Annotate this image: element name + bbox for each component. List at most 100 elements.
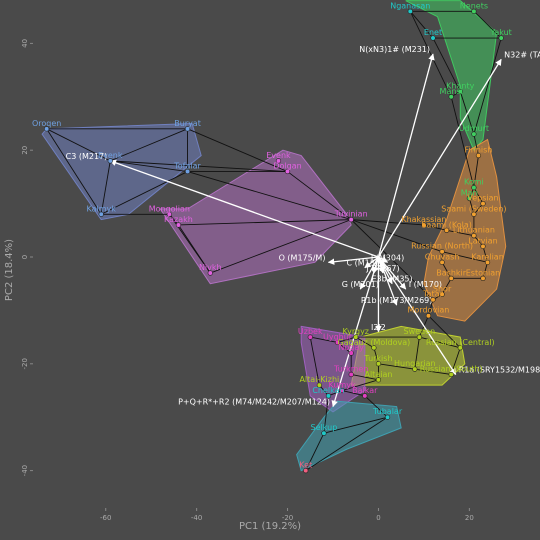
data-point — [303, 468, 309, 474]
network-edge — [110, 128, 188, 162]
network-edge — [351, 219, 443, 253]
point-label: Hungarian — [394, 359, 436, 368]
arrow-label: R1b (M173/M269) — [361, 296, 433, 305]
point-label: Balkar — [352, 386, 378, 395]
arrow-label: E — [371, 264, 376, 273]
data-point — [107, 158, 113, 164]
data-point — [44, 126, 50, 132]
network-edge — [350, 219, 434, 301]
loading-arrow — [377, 53, 435, 258]
point-label: Tuvinian — [334, 210, 368, 219]
network-edge — [441, 278, 452, 295]
y-tick-label: 20 — [21, 146, 29, 155]
data-point — [207, 270, 213, 276]
network-layer — [46, 10, 502, 471]
loading-arrow — [331, 256, 380, 408]
point-label: Turkish — [363, 354, 392, 363]
data-point — [439, 259, 445, 265]
x-tick-label: -40 — [191, 514, 202, 522]
data-point — [498, 35, 504, 41]
network-edge — [46, 128, 111, 162]
network-edge — [110, 160, 188, 172]
data-point — [416, 334, 422, 340]
network-edge — [450, 96, 475, 188]
data-point — [480, 275, 486, 281]
point-label: Evenk — [266, 151, 291, 160]
network-edge — [287, 171, 352, 220]
data-point — [430, 297, 436, 303]
arrow-label: R1a (SRY1532/M198) — [459, 365, 540, 374]
point-label: Mordovian — [408, 306, 450, 315]
point-label: Estonian — [466, 268, 501, 277]
network-edge — [351, 374, 379, 381]
network-edge — [423, 224, 447, 231]
point-label: Tofalar — [173, 162, 201, 171]
x-tick-label: -60 — [100, 514, 111, 522]
point-label: Evenk — [98, 151, 123, 160]
point-label: Saami (Sweden) — [441, 204, 506, 213]
network-edge — [482, 262, 488, 279]
network-edge — [337, 336, 356, 343]
loading-arrow — [359, 256, 380, 290]
x-axis-title: PC1 (19.2%) — [239, 521, 301, 532]
data-point — [439, 291, 445, 297]
x-tick-label: -20 — [282, 514, 293, 522]
network-edge — [482, 246, 488, 263]
point-label: Dolgan — [273, 162, 301, 171]
point-label: Bashkir — [436, 268, 466, 277]
data-point — [471, 184, 477, 191]
data-point — [457, 345, 463, 351]
point-label: Uyghur — [323, 332, 353, 341]
point-label: Kyrgyz — [342, 327, 369, 336]
network-edge — [373, 347, 379, 364]
point-label: Latvian — [468, 236, 497, 245]
data-point — [448, 94, 454, 100]
data-point — [166, 211, 172, 217]
network-edge — [337, 342, 352, 354]
network-edge — [323, 395, 329, 434]
point-label: Altai-Kizhi — [299, 375, 339, 384]
y-tick-label: -20 — [21, 358, 29, 369]
data-point — [457, 88, 463, 95]
network-edge — [473, 134, 479, 156]
point-label: Sweden — [404, 327, 436, 336]
data-point — [348, 217, 354, 223]
arrow-label: O (M175/M) — [279, 253, 326, 262]
point-label: Kalmyk — [86, 204, 116, 213]
data-point — [98, 211, 104, 217]
point-label: Lithuanian — [453, 226, 495, 235]
point-label: Shor — [433, 284, 452, 293]
network-edge — [187, 171, 352, 221]
point-label: Karelian — [471, 252, 503, 261]
data-point — [375, 361, 382, 367]
network-edge — [428, 315, 461, 349]
axis-layer: -60 -40 -20 0 20 40 20 0 -20 -40 — [21, 39, 474, 522]
network-edge — [305, 416, 388, 471]
data-point — [362, 393, 368, 399]
point-label: Turkmen — [333, 364, 368, 373]
point-label: Altaian — [364, 370, 392, 379]
data-point — [371, 345, 377, 351]
point-label: Tubalar — [372, 407, 403, 416]
data-point — [430, 35, 436, 41]
point-label: Chelkan — [312, 386, 344, 395]
point-label: Chuvash — [425, 252, 460, 261]
point-label: Komi — [464, 178, 484, 187]
arrow-layer: N(xN3)1# (M231) N32# (TAT/M17 C3 (M217) O (… — [66, 45, 540, 408]
network-edge — [414, 337, 420, 370]
point-label: Nogay — [338, 343, 364, 352]
data-point — [448, 275, 454, 281]
y-axis-title: PC2 (18.4%) — [4, 239, 15, 301]
data-point — [480, 243, 486, 249]
y-tick-label: -40 — [21, 465, 29, 476]
data-point — [471, 233, 477, 239]
point-label: Mari — [461, 188, 478, 197]
network-edge — [178, 219, 352, 226]
point-label: Enet — [424, 28, 442, 37]
x-tick-label: 20 — [465, 514, 474, 522]
y-tick-label: 40 — [21, 39, 29, 48]
arrow-label: I2I2 — [371, 323, 386, 332]
point-label: Kazakh — [164, 215, 193, 224]
data-point — [484, 259, 491, 265]
